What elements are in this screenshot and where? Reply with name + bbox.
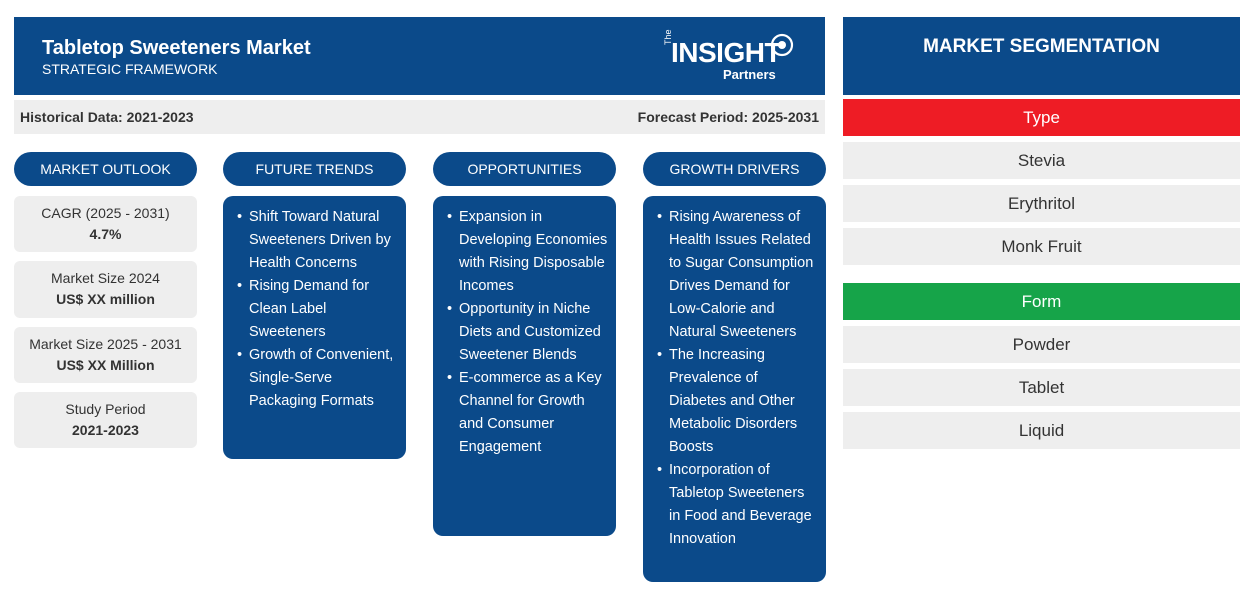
outlook-card-value: US$ XX million: [56, 291, 155, 307]
outlook-card-market-size-2024: Market Size 2024 US$ XX million: [14, 261, 197, 318]
report-header: Tabletop Sweeteners Market STRATEGIC FRA…: [14, 17, 825, 95]
outlook-card-cagr: CAGR (2025 - 2031) 4.7%: [14, 196, 197, 252]
report-subtitle: STRATEGIC FRAMEWORK: [42, 61, 218, 77]
insight-partners-logo: The INSIGHT Partners: [661, 29, 801, 85]
segment-item: Monk Fruit: [843, 228, 1240, 265]
segment-item: Liquid: [843, 412, 1240, 449]
forecast-period: Forecast Period: 2025-2031: [637, 109, 819, 125]
logo-partners-text: Partners: [723, 67, 776, 82]
outlook-card-label: Market Size 2025 - 2031: [29, 336, 182, 352]
future-trends-header: FUTURE TRENDS: [223, 152, 406, 186]
list-item: Expansion in Developing Economies with R…: [447, 206, 608, 298]
list-item: The Increasing Prevalence of Diabetes an…: [657, 344, 818, 459]
opportunities-list: Expansion in Developing Economies with R…: [433, 196, 616, 536]
segment-type-header: Type: [843, 99, 1240, 136]
segment-item: Erythritol: [843, 185, 1240, 222]
segment-form-header: Form: [843, 283, 1240, 320]
outlook-card-label: Market Size 2024: [51, 270, 160, 286]
growth-drivers-list: Rising Awareness of Health Issues Relate…: [643, 196, 826, 582]
future-trends-list: Shift Toward Natural Sweeteners Driven b…: [223, 196, 406, 459]
market-segmentation-title: MARKET SEGMENTATION: [843, 17, 1240, 95]
outlook-card-value: 2021-2023: [72, 422, 139, 438]
segment-item: Tablet: [843, 369, 1240, 406]
outlook-card-market-size-forecast: Market Size 2025 - 2031 US$ XX Million: [14, 327, 197, 383]
list-item: Rising Awareness of Health Issues Relate…: [657, 206, 818, 344]
period-bar: Historical Data: 2021-2023 Forecast Peri…: [14, 100, 825, 134]
report-title: Tabletop Sweeteners Market: [42, 37, 311, 59]
list-item: Incorporation of Tabletop Sweeteners in …: [657, 459, 818, 551]
outlook-card-label: Study Period: [65, 401, 146, 417]
list-item: E-commerce as a Key Channel for Growth a…: [447, 367, 608, 459]
list-item: Growth of Convenient, Single-Serve Packa…: [237, 344, 398, 413]
list-item: Opportunity in Niche Diets and Customize…: [447, 298, 608, 367]
outlook-card-study-period: Study Period 2021-2023: [14, 392, 197, 448]
historical-data: Historical Data: 2021-2023: [20, 109, 194, 125]
outlook-card-value: 4.7%: [89, 226, 122, 242]
market-outlook-header: MARKET OUTLOOK: [14, 152, 197, 186]
logo-circle-icon: [770, 33, 794, 57]
segment-item: Stevia: [843, 142, 1240, 179]
list-item: Shift Toward Natural Sweeteners Driven b…: [237, 206, 398, 275]
growth-drivers-header: GROWTH DRIVERS: [643, 152, 826, 186]
logo-insight-text: INSIGHT: [671, 37, 782, 68]
segment-item: Powder: [843, 326, 1240, 363]
outlook-card-value: US$ XX Million: [56, 357, 155, 373]
opportunities-header: OPPORTUNITIES: [433, 152, 616, 186]
list-item: Rising Demand for Clean Label Sweeteners: [237, 275, 398, 344]
outlook-card-label: CAGR (2025 - 2031): [41, 205, 170, 221]
